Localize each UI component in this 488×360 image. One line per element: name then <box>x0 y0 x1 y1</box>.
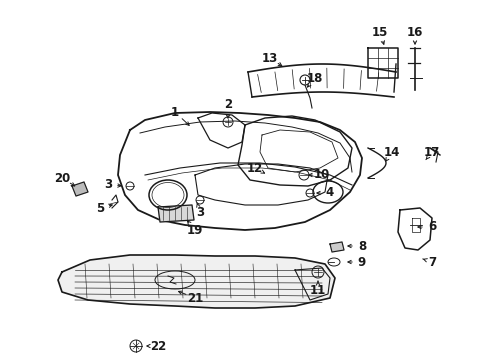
Text: 19: 19 <box>186 224 203 237</box>
Text: 5: 5 <box>96 202 104 215</box>
Text: 11: 11 <box>309 284 325 297</box>
Text: 14: 14 <box>383 145 399 158</box>
Polygon shape <box>72 182 88 196</box>
Text: 21: 21 <box>186 292 203 305</box>
Polygon shape <box>329 242 343 252</box>
Text: 7: 7 <box>427 256 435 269</box>
Polygon shape <box>158 205 194 222</box>
Text: 22: 22 <box>149 339 166 352</box>
Text: 15: 15 <box>371 26 387 39</box>
Text: 8: 8 <box>357 239 366 252</box>
Text: 3: 3 <box>104 179 112 192</box>
Text: 2: 2 <box>224 99 232 112</box>
Text: 9: 9 <box>357 256 366 269</box>
Text: 17: 17 <box>423 145 439 158</box>
Text: 10: 10 <box>313 168 329 181</box>
Text: 20: 20 <box>54 171 70 184</box>
Text: 16: 16 <box>406 26 422 39</box>
Text: 12: 12 <box>246 162 263 175</box>
Text: 18: 18 <box>306 72 323 85</box>
Text: 13: 13 <box>262 51 278 64</box>
Polygon shape <box>58 255 334 308</box>
Text: 3: 3 <box>196 206 203 219</box>
Text: 1: 1 <box>171 105 179 118</box>
Text: 4: 4 <box>325 186 333 199</box>
Text: 6: 6 <box>427 220 435 234</box>
